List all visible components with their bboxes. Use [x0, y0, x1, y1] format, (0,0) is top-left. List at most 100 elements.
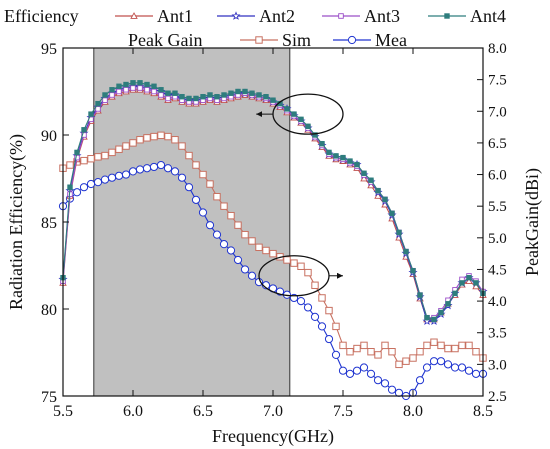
data-point-ant4 [235, 88, 241, 95]
data-point-ant4 [95, 100, 101, 107]
data-point-sim [185, 151, 193, 160]
data-point-sim [311, 281, 319, 289]
legend-marker [130, 12, 138, 19]
y-tick-label-right: 7.5 [488, 73, 507, 89]
x-tick-label: 6.5 [193, 403, 213, 420]
series-layer [58, 80, 488, 401]
data-point-mea [450, 363, 460, 372]
annotation-layer [256, 93, 344, 297]
data-point-mea [436, 357, 446, 366]
legend-label: Mea [375, 30, 407, 50]
data-point-mea [79, 183, 89, 192]
data-point-mea [205, 221, 215, 230]
data-point-ant4 [347, 158, 353, 164]
data-point-ant4 [382, 196, 388, 203]
data-point-sim [234, 221, 242, 229]
data-point-ant4 [445, 301, 451, 307]
legend-label: Sim [282, 30, 311, 50]
data-point-ant4 [305, 123, 311, 129]
data-point-sim [416, 348, 424, 356]
data-point-ant4 [424, 314, 430, 321]
data-point-sim [213, 192, 221, 201]
series-mea [58, 160, 488, 401]
y-tick-label-right: 3.0 [488, 357, 507, 373]
data-point-mea [233, 255, 243, 265]
tick-layer: 5.5 6.0 6.5 7.0 7.5 8.0 8.5 75 80 85 90 95 2.5 3.0 3.5… [41, 41, 507, 420]
data-point-ant3 [102, 97, 108, 103]
series-sim [59, 131, 487, 369]
data-point-mea [324, 334, 334, 344]
data-point-sim [199, 170, 207, 179]
data-point-sim [101, 151, 109, 160]
data-point-mea [86, 179, 96, 189]
data-point-ant4 [361, 170, 367, 176]
data-point-ant4 [389, 210, 395, 216]
data-point-mea [191, 195, 201, 204]
data-point-ant1 [465, 277, 473, 285]
data-point-mea [443, 360, 453, 369]
data-point-mea [128, 167, 138, 176]
data-point-sim [409, 354, 417, 362]
data-point-mea [366, 369, 376, 378]
data-point-sim [304, 268, 312, 277]
x-tick-label: 5.5 [53, 403, 73, 420]
y-tick-label-right: 7.0 [488, 104, 507, 120]
data-point-mea [114, 171, 124, 180]
data-point-ant4 [200, 94, 206, 100]
x-tick-label: 7.5 [333, 403, 353, 420]
y-axis-label-left: Radiation Efficiency(%) [6, 134, 27, 310]
data-point-sim [430, 338, 438, 346]
data-point-sim [80, 156, 88, 165]
data-point-mea [177, 173, 187, 182]
data-point-ant4 [172, 90, 178, 96]
legend-item-ant2: Ant2 [217, 6, 295, 26]
data-point-ant4 [179, 94, 185, 100]
data-point-sim [437, 341, 445, 350]
legend-item-ant1: Ant1 [115, 6, 193, 26]
data-point-ant4 [207, 92, 213, 98]
legend-label: Ant4 [470, 6, 506, 26]
data-point-ant4 [123, 81, 129, 88]
data-point-ant4 [326, 149, 332, 156]
data-point-sim [451, 344, 459, 353]
data-point-ant4 [249, 90, 255, 96]
data-point-mea [163, 164, 173, 173]
data-point-mea [359, 363, 369, 372]
y-tick-label-left: 85 [41, 215, 57, 232]
data-point-ant4 [214, 94, 220, 100]
legend-item-mea: Mea [333, 30, 407, 50]
data-point-mea [100, 175, 110, 184]
data-point-mea [415, 376, 425, 385]
data-point-ant4 [410, 268, 416, 274]
data-point-ant4 [452, 290, 458, 297]
data-point-ant4 [319, 140, 325, 147]
y-tick-label-right: 2.5 [488, 389, 507, 405]
data-point-mea [471, 369, 481, 378]
data-point-ant4 [438, 309, 444, 316]
data-point-ant4 [67, 184, 73, 190]
data-point-ant4 [354, 161, 360, 168]
series-ant4 [60, 80, 486, 323]
data-point-sim [402, 357, 410, 365]
data-point-ant3 [116, 88, 122, 95]
data-point-sim [388, 348, 396, 356]
data-point-sim [66, 161, 74, 169]
data-point-sim [129, 139, 137, 147]
legend-label: Ant3 [364, 6, 400, 26]
data-point-sim [122, 142, 130, 150]
data-point-sim [346, 348, 354, 356]
data-point-ant4 [403, 248, 409, 255]
data-point-mea [464, 366, 474, 375]
x-tick-label: 6.0 [123, 403, 143, 420]
legend-title-efficiency: Efficiency [4, 6, 79, 26]
data-point-sim [283, 256, 291, 264]
data-point-sim [472, 348, 480, 356]
data-point-mea [240, 265, 250, 274]
data-point-mea [72, 188, 82, 197]
data-point-mea [121, 170, 131, 179]
legend-marker [338, 13, 344, 19]
data-point-ant4 [242, 88, 248, 95]
data-point-ant3 [74, 154, 80, 161]
data-point-sim [108, 148, 116, 157]
data-point-mea [457, 363, 467, 372]
